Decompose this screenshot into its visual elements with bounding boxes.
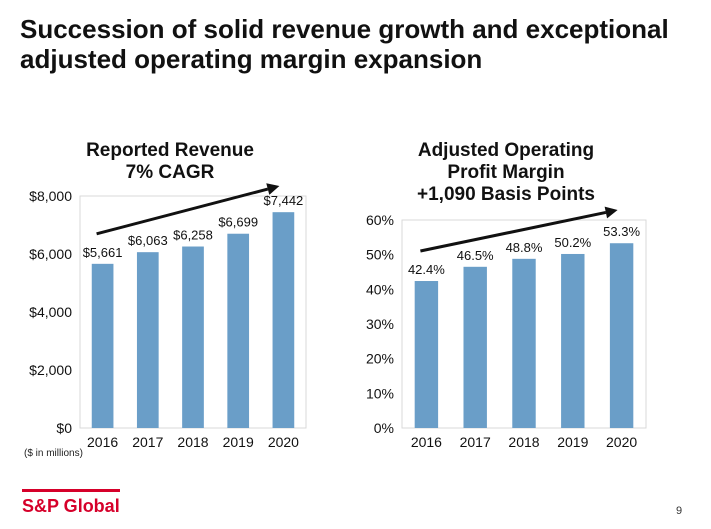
revenue-x-tick-label: 2020 <box>268 434 299 450</box>
margin-data-label: 48.8% <box>506 240 543 255</box>
margin-chart-title-line-1: Adjusted Operating <box>417 140 595 161</box>
revenue-bar <box>227 233 250 428</box>
margin-x-tick-label: 2019 <box>557 434 588 450</box>
margin-y-tick-label: 10% <box>366 385 394 401</box>
revenue-x-tick-label: 2016 <box>87 434 118 450</box>
margin-bar <box>463 266 487 428</box>
revenue-chart-title: Reported Revenue 7% CAGR <box>40 140 300 184</box>
sp-global-logo: S&P Global <box>22 489 120 517</box>
revenue-x-tick-label: 2019 <box>223 434 254 450</box>
margin-y-tick-label: 20% <box>366 351 394 367</box>
revenue-bar <box>182 246 204 428</box>
margin-data-label: 50.2% <box>554 235 591 250</box>
revenue-bar <box>272 212 295 428</box>
revenue-x-tick-label: 2018 <box>177 434 208 450</box>
margin-bar <box>512 258 536 428</box>
revenue-bar <box>136 252 159 428</box>
revenue-data-label: $6,699 <box>218 215 258 230</box>
revenue-chart-title-line-2: 7% CAGR <box>125 162 215 183</box>
margin-x-tick-label: 2018 <box>508 434 539 450</box>
margin-x-tick-label: 2016 <box>411 434 442 450</box>
margin-x-tick-label: 2020 <box>606 434 637 450</box>
revenue-y-tick-label: $6,000 <box>29 246 72 262</box>
revenue-trend-arrow-head <box>266 183 280 195</box>
page-number: 9 <box>676 505 683 517</box>
revenue-y-tick-label: $2,000 <box>29 362 72 378</box>
margin-bar <box>414 281 439 428</box>
revenue-y-tick-label: $0 <box>56 420 72 436</box>
margin-chart-title-line-3: +1,090 Basis Points <box>417 184 595 205</box>
margin-x-tick-label: 2017 <box>460 434 491 450</box>
margin-y-tick-label: 60% <box>366 212 394 228</box>
revenue-bar <box>91 263 114 428</box>
revenue-data-label: $7,442 <box>264 193 304 208</box>
revenue-x-tick-label: 2017 <box>132 434 163 450</box>
slide-title: Succession of solid revenue growth and e… <box>20 14 669 74</box>
revenue-chart-title-line-1: Reported Revenue <box>86 140 254 161</box>
revenue-data-label: $5,661 <box>83 245 123 260</box>
margin-trend-arrow-head <box>604 206 618 219</box>
revenue-data-label: $6,063 <box>128 233 168 248</box>
margin-bar <box>561 253 585 428</box>
margin-data-label: 46.5% <box>457 248 494 263</box>
margin-chart-title: Adjusted Operating Profit Margin +1,090 … <box>376 140 636 206</box>
revenue-y-tick-label: $8,000 <box>29 188 72 204</box>
margin-y-tick-label: 50% <box>366 247 394 263</box>
margin-chart-title-line-2: Profit Margin <box>447 162 565 183</box>
margin-y-tick-label: 40% <box>366 281 394 297</box>
revenue-trend-arrow-line <box>96 187 269 236</box>
revenue-y-tick-label: $4,000 <box>29 304 72 320</box>
margin-data-label: 42.4% <box>408 262 445 277</box>
margin-bar <box>609 243 634 428</box>
margin-y-tick-label: 0% <box>374 420 394 436</box>
margin-trend-arrow-line <box>420 210 607 253</box>
units-footnote: ($ in millions) <box>24 448 83 459</box>
margin-y-tick-label: 30% <box>366 316 394 332</box>
margin-data-label: 53.3% <box>603 224 640 239</box>
revenue-data-label: $6,258 <box>173 228 213 243</box>
